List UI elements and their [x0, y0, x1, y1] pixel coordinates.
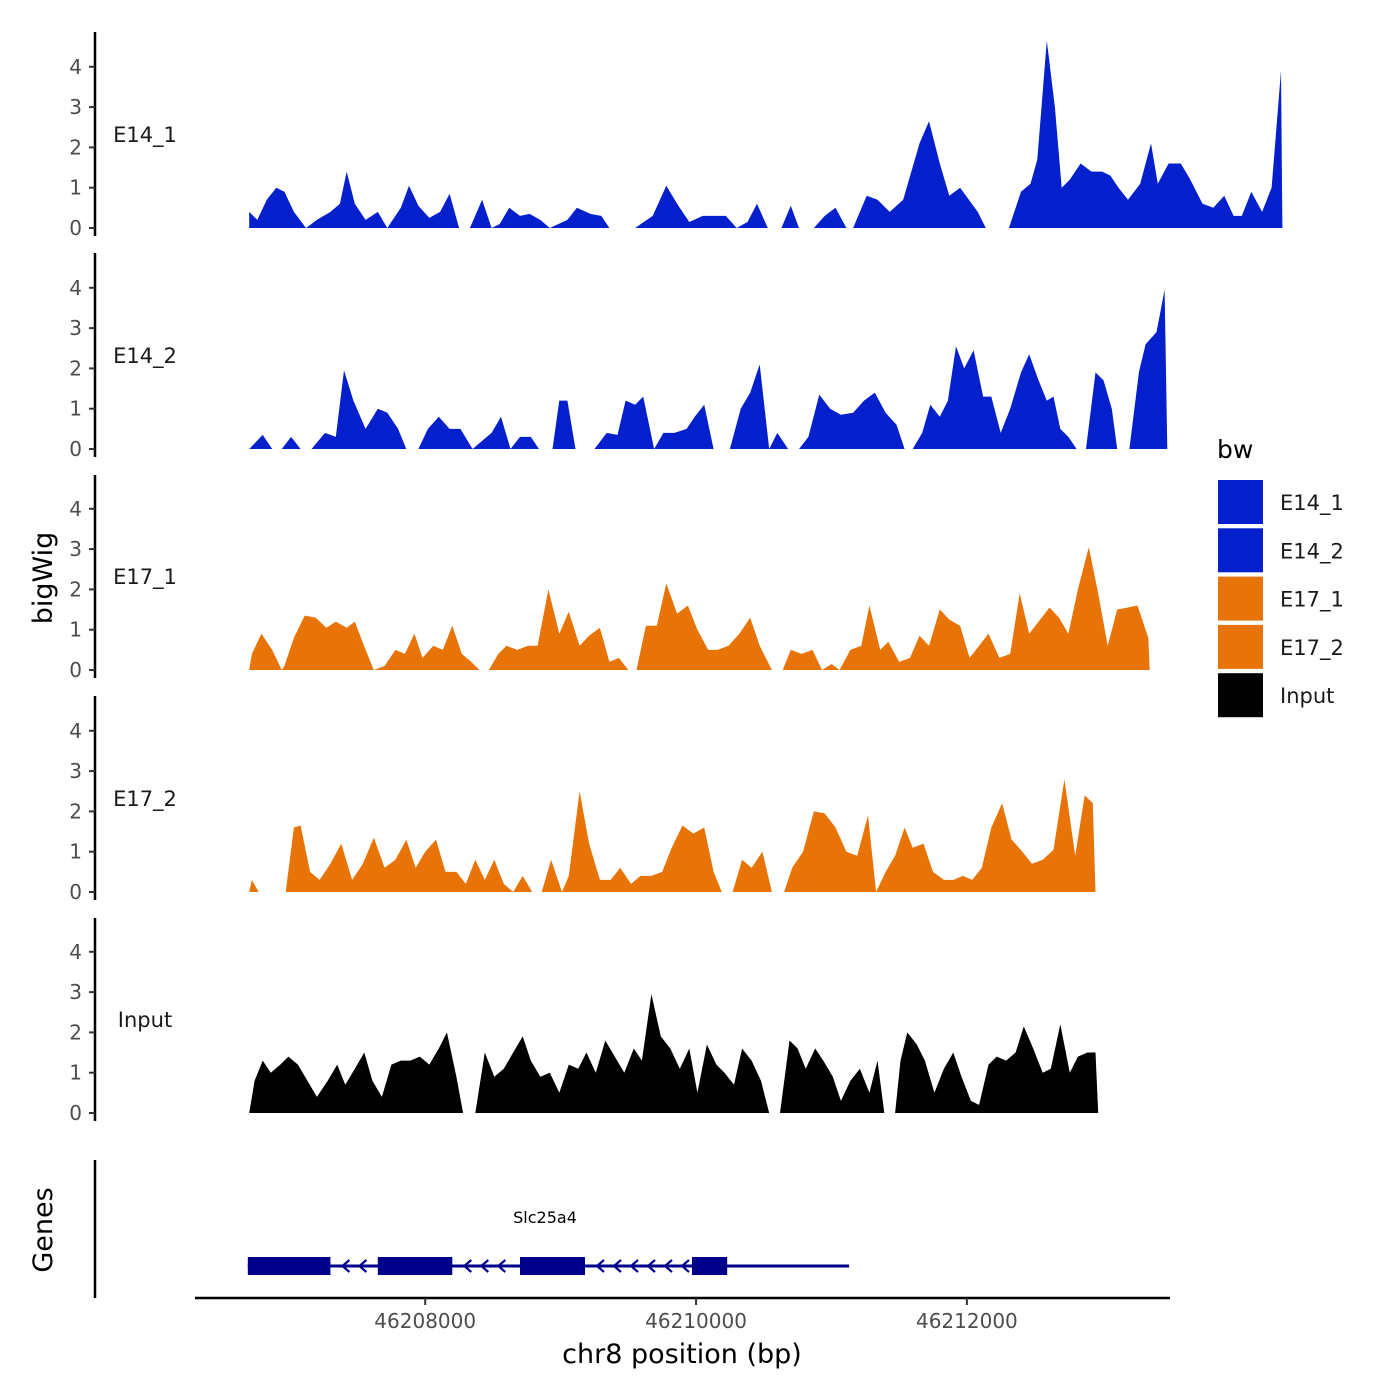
y-tick-label: 1	[69, 618, 82, 642]
y-tick-label: 0	[69, 658, 82, 682]
y-tick-label: 1	[69, 397, 82, 421]
legend-item-E17_1: E17_1	[1218, 576, 1344, 621]
track-label: Input	[118, 1008, 172, 1032]
area-E14_2	[249, 289, 1168, 449]
y-tick-label: 4	[69, 719, 82, 743]
track-E17_2: 0 1 2 3 4 E17_2	[69, 696, 1096, 904]
y-tick-label: 0	[69, 437, 82, 461]
track-label: E14_1	[113, 123, 177, 148]
legend-item-Input: Input	[1218, 673, 1334, 718]
tracks-layer: 0 1 2 3 4 E14_1 0 1 2 3 4 E14_2 0 1 2 3 4 E17_1 0 1 2 3 4 E17_2…	[69, 32, 1283, 1125]
legend: bw E14_1 E14_2 E17_1 E17_2 Input	[1217, 435, 1344, 718]
x-axis: 46208000 46210000 46212000	[195, 1296, 1170, 1333]
legend-label: E14_2	[1280, 539, 1344, 564]
strand-arrow	[595, 1259, 605, 1273]
area-E17_1	[249, 547, 1150, 670]
legend-swatch	[1218, 624, 1263, 669]
y-tick-label: 4	[69, 940, 82, 964]
y-tick-label: 3	[69, 980, 82, 1004]
legend-label: E17_1	[1280, 588, 1344, 613]
x-tick-label: 46212000	[916, 1309, 1018, 1333]
genes-axis-title: Genes	[28, 1187, 59, 1272]
strand-arrow	[357, 1259, 368, 1273]
y-tick-label: 4	[69, 497, 82, 521]
area-Input	[249, 994, 1099, 1113]
gene-exon	[691, 1257, 728, 1275]
y-axis-title: bigWig	[28, 532, 59, 625]
gene-exon	[247, 1257, 331, 1275]
track-Input: 0 1 2 3 4 Input	[69, 918, 1099, 1125]
gene-exon	[377, 1257, 453, 1275]
strand-arrow	[646, 1259, 656, 1273]
legend-item-E14_2: E14_2	[1218, 528, 1344, 573]
strand-arrow	[496, 1259, 507, 1273]
y-tick-label: 0	[69, 880, 82, 904]
legend-swatch	[1218, 480, 1263, 524]
strand-arrow	[462, 1259, 473, 1273]
track-label: E14_2	[113, 344, 177, 369]
y-tick-label: 2	[69, 577, 82, 601]
strand-arrow	[479, 1259, 490, 1273]
legend-swatch	[1218, 528, 1263, 573]
x-axis-title: chr8 position (bp)	[562, 1339, 802, 1370]
y-tick-label: 2	[69, 799, 82, 823]
track-label: E17_2	[113, 787, 177, 812]
y-tick-label: 3	[69, 95, 82, 119]
area-E17_2	[249, 779, 1096, 892]
strand-arrow	[680, 1259, 690, 1273]
legend-label: E14_1	[1280, 491, 1344, 516]
y-tick-label: 3	[69, 759, 82, 783]
legend-swatch	[1218, 673, 1263, 718]
legend-swatch	[1218, 576, 1263, 621]
y-tick-label: 3	[69, 316, 82, 340]
y-tick-label: 3	[69, 537, 82, 561]
y-tick-label: 4	[69, 276, 82, 300]
legend-title: bw	[1217, 435, 1253, 464]
strand-arrow	[612, 1259, 622, 1273]
y-tick-label: 0	[69, 216, 82, 240]
strand-arrow	[629, 1259, 639, 1273]
gene-Slc25a4: Slc25a4	[247, 1208, 850, 1275]
x-tick-label: 46210000	[645, 1309, 747, 1333]
y-tick-label: 1	[69, 840, 82, 864]
y-tick-label: 1	[69, 176, 82, 200]
y-tick-label: 0	[69, 1101, 82, 1125]
track-E14_1: 0 1 2 3 4 E14_1	[69, 32, 1283, 240]
area-E14_1	[249, 40, 1283, 228]
strand-arrow	[340, 1259, 351, 1273]
legend-item-E14_1: E14_1	[1218, 480, 1344, 524]
strand-arrow	[663, 1259, 673, 1273]
legend-label: E17_2	[1280, 636, 1344, 661]
legend-item-E17_2: E17_2	[1218, 624, 1344, 669]
y-tick-label: 4	[69, 55, 82, 79]
genes-track: Slc25a4	[93, 1160, 850, 1298]
track-E14_2: 0 1 2 3 4 E14_2	[69, 253, 1168, 461]
y-tick-label: 2	[69, 1020, 82, 1044]
legend-label: Input	[1280, 684, 1334, 708]
gene-exon	[520, 1257, 585, 1275]
x-tick-label: 46208000	[374, 1309, 476, 1333]
y-tick-label: 2	[69, 135, 82, 159]
track-E17_1: 0 1 2 3 4 E17_1	[69, 475, 1150, 682]
track-label: E17_1	[113, 565, 177, 590]
gene-label: Slc25a4	[513, 1208, 577, 1227]
y-tick-label: 1	[69, 1061, 82, 1085]
y-tick-label: 2	[69, 356, 82, 380]
